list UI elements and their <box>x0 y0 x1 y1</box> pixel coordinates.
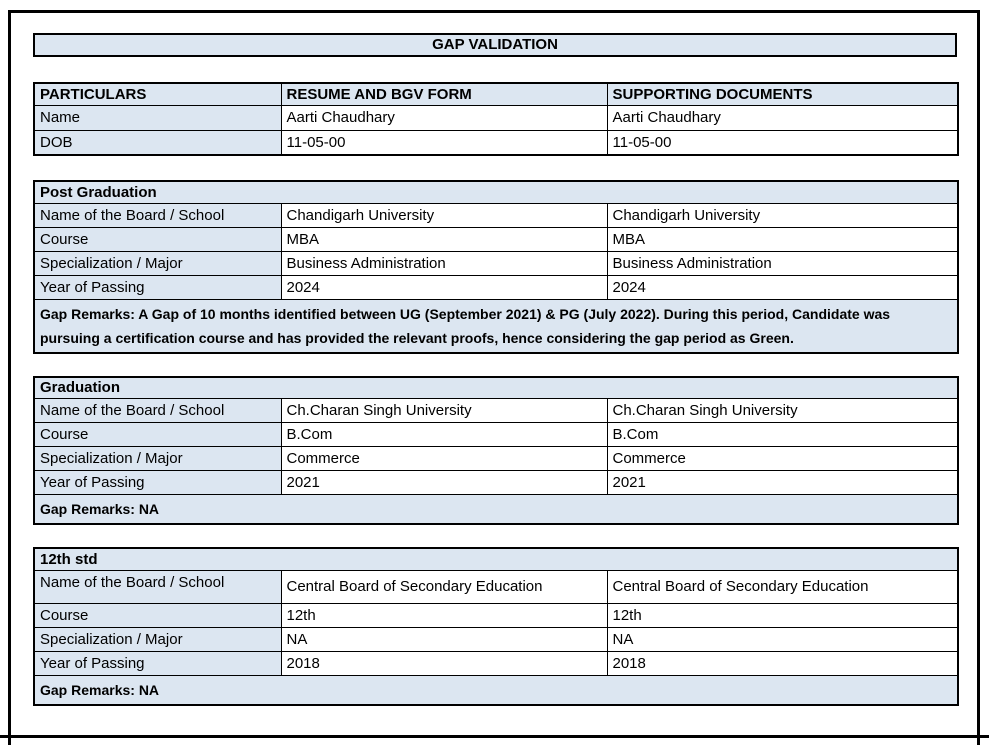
row-label: Specialization / Major <box>33 446 282 471</box>
resume-value: Business Administration <box>280 250 608 276</box>
particulars-table: PARTICULARS RESUME AND BGV FORM SUPPORTI… <box>33 82 959 156</box>
resume-value: 11-05-00 <box>280 129 608 156</box>
gap-remarks-row: Gap Remarks: NA <box>33 674 959 705</box>
section-title: Graduation <box>33 376 959 399</box>
table-header-row: PARTICULARS RESUME AND BGV FORM SUPPORTI… <box>33 82 959 106</box>
resume-value: NA <box>280 626 608 652</box>
resume-value: MBA <box>280 226 608 252</box>
row-label: Name of the Board / School <box>33 569 282 604</box>
section-header-row: Graduation <box>33 376 959 399</box>
sheet-content: GAP VALIDATION PARTICULARS RESUME AND BG… <box>33 33 960 706</box>
page-border-left <box>8 10 11 745</box>
supporting-value: 12th <box>606 602 959 628</box>
resume-value: Aarti Chaudhary <box>280 104 608 131</box>
gap-remarks: Gap Remarks: NA <box>33 674 959 705</box>
supporting-value: B.Com <box>606 422 959 447</box>
resume-value: Ch.Charan Singh University <box>280 398 608 423</box>
table-row-board: Name of the Board / School Chandigarh Un… <box>33 202 959 228</box>
gap-remarks-row: Gap Remarks: NA <box>33 494 959 525</box>
section-title: Post Graduation <box>33 180 959 204</box>
table-row-year: Year of Passing 2021 2021 <box>33 470 959 495</box>
gap-remarks: Gap Remarks: NA <box>33 494 959 525</box>
table-row-board: Name of the Board / School Central Board… <box>33 569 959 604</box>
column-header-resume: RESUME AND BGV FORM <box>280 82 608 106</box>
resume-value: 2021 <box>280 470 608 495</box>
supporting-value: MBA <box>606 226 959 252</box>
supporting-value: Business Administration <box>606 250 959 276</box>
table-row-board: Name of the Board / School Ch.Charan Sin… <box>33 398 959 423</box>
row-label: Specialization / Major <box>33 250 282 276</box>
row-label: Course <box>33 602 282 628</box>
row-label: Name <box>33 104 282 131</box>
row-label: Name of the Board / School <box>33 202 282 228</box>
resume-value: Commerce <box>280 446 608 471</box>
document-title: GAP VALIDATION <box>33 33 957 57</box>
page-border-right <box>977 10 980 745</box>
table-row-course: Course MBA MBA <box>33 226 959 252</box>
supporting-value: 11-05-00 <box>606 129 959 156</box>
gap-remarks: Gap Remarks: A Gap of 10 months identifi… <box>33 298 959 353</box>
row-label: Specialization / Major <box>33 626 282 652</box>
graduation-table: Graduation Name of the Board / School Ch… <box>33 375 959 525</box>
table-row-specialization: Specialization / Major Business Administ… <box>33 250 959 276</box>
resume-value: 12th <box>280 602 608 628</box>
supporting-value: Aarti Chaudhary <box>606 104 959 131</box>
supporting-value: Ch.Charan Singh University <box>606 398 959 423</box>
table-row-course: Course 12th 12th <box>33 602 959 628</box>
column-header-supporting: SUPPORTING DOCUMENTS <box>606 82 959 106</box>
supporting-value: 2018 <box>606 650 959 676</box>
supporting-value: Central Board of Secondary Education <box>606 569 959 604</box>
table-row-name: Name Aarti Chaudhary Aarti Chaudhary <box>33 104 959 131</box>
resume-value: 2018 <box>280 650 608 676</box>
table-row-dob: DOB 11-05-00 11-05-00 <box>33 129 959 156</box>
row-label: Year of Passing <box>33 650 282 676</box>
table-row-course: Course B.Com B.Com <box>33 422 959 447</box>
row-label: Year of Passing <box>33 274 282 300</box>
supporting-value: Commerce <box>606 446 959 471</box>
table-row-specialization: Specialization / Major Commerce Commerce <box>33 446 959 471</box>
section-header-row: 12th std <box>33 547 959 571</box>
table-row-specialization: Specialization / Major NA NA <box>33 626 959 652</box>
resume-value: 2024 <box>280 274 608 300</box>
column-header-particulars: PARTICULARS <box>33 82 282 106</box>
supporting-value: 2024 <box>606 274 959 300</box>
twelfth-std-table: 12th std Name of the Board / School Cent… <box>33 547 959 706</box>
page-border-bottom <box>0 735 989 738</box>
resume-value: Chandigarh University <box>280 202 608 228</box>
table-row-year: Year of Passing 2018 2018 <box>33 650 959 676</box>
supporting-value: NA <box>606 626 959 652</box>
row-label: Year of Passing <box>33 470 282 495</box>
section-header-row: Post Graduation <box>33 180 959 204</box>
post-graduation-table: Post Graduation Name of the Board / Scho… <box>33 180 960 354</box>
resume-value: B.Com <box>280 422 608 447</box>
row-label: Course <box>33 422 282 447</box>
row-label: Course <box>33 226 282 252</box>
supporting-value: 2021 <box>606 470 959 495</box>
row-label: DOB <box>33 129 282 156</box>
table-row-year: Year of Passing 2024 2024 <box>33 274 959 300</box>
gap-remarks-row: Gap Remarks: A Gap of 10 months identifi… <box>33 298 959 353</box>
section-title: 12th std <box>33 547 959 571</box>
resume-value: Central Board of Secondary Education <box>280 569 608 604</box>
supporting-value: Chandigarh University <box>606 202 959 228</box>
row-label: Name of the Board / School <box>33 398 282 423</box>
page-border-top <box>8 10 980 13</box>
